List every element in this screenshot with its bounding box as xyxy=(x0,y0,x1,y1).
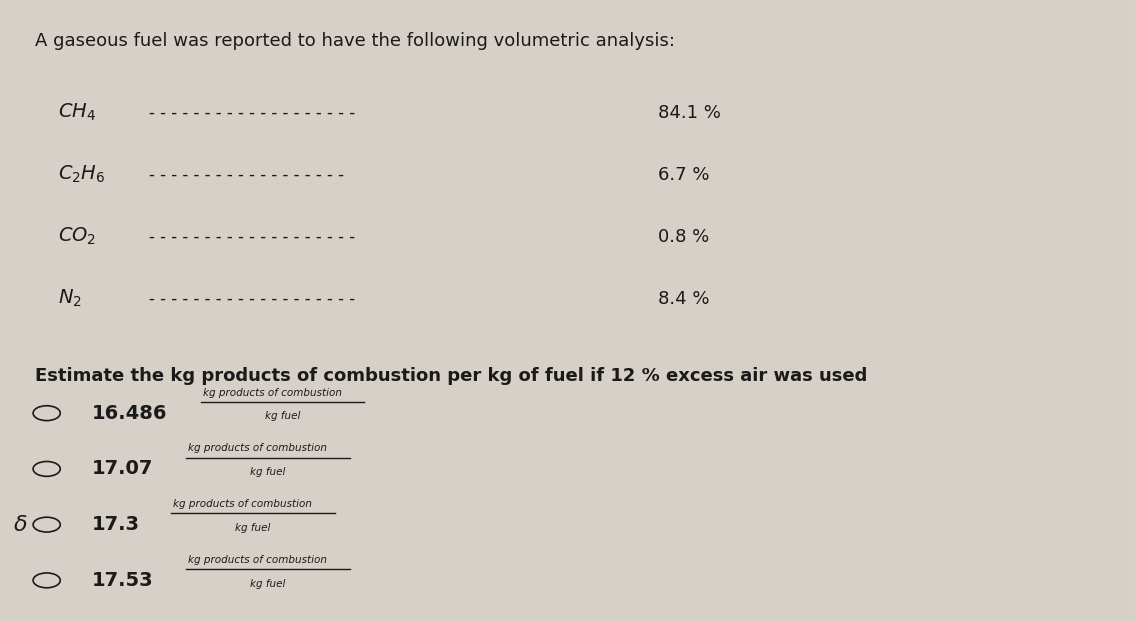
Text: kg fuel: kg fuel xyxy=(264,411,300,421)
Text: $\mathit{C_2H_6}$: $\mathit{C_2H_6}$ xyxy=(58,164,106,185)
Text: $\mathit{CH_4}$: $\mathit{CH_4}$ xyxy=(58,102,96,124)
Text: - - - - - - - - - - - - - - - - - -: - - - - - - - - - - - - - - - - - - xyxy=(149,166,344,183)
Text: 17.3: 17.3 xyxy=(92,515,140,534)
Text: kg products of combustion: kg products of combustion xyxy=(188,443,327,453)
Text: kg fuel: kg fuel xyxy=(250,467,285,477)
Text: Estimate the kg products of combustion per kg of fuel if 12 % excess air was use: Estimate the kg products of combustion p… xyxy=(35,367,868,385)
Text: 16.486: 16.486 xyxy=(92,404,168,423)
Text: A gaseous fuel was reported to have the following volumetric analysis:: A gaseous fuel was reported to have the … xyxy=(35,32,675,50)
Text: kg products of combustion: kg products of combustion xyxy=(188,555,327,565)
Text: 17.07: 17.07 xyxy=(92,460,153,478)
Text: 84.1 %: 84.1 % xyxy=(658,104,721,122)
Text: $\delta$: $\delta$ xyxy=(12,514,27,535)
Text: kg fuel: kg fuel xyxy=(235,522,271,533)
Text: - - - - - - - - - - - - - - - - - - -: - - - - - - - - - - - - - - - - - - - xyxy=(149,290,355,308)
Text: 0.8 %: 0.8 % xyxy=(658,228,709,246)
Text: - - - - - - - - - - - - - - - - - - -: - - - - - - - - - - - - - - - - - - - xyxy=(149,104,355,122)
Text: kg products of combustion: kg products of combustion xyxy=(203,388,342,397)
Text: 6.7 %: 6.7 % xyxy=(658,166,709,183)
Text: kg fuel: kg fuel xyxy=(250,578,285,588)
Text: $\mathit{CO_2}$: $\mathit{CO_2}$ xyxy=(58,226,96,248)
Text: 17.53: 17.53 xyxy=(92,571,153,590)
Text: kg products of combustion: kg products of combustion xyxy=(174,499,312,509)
Text: - - - - - - - - - - - - - - - - - - -: - - - - - - - - - - - - - - - - - - - xyxy=(149,228,355,246)
Text: 8.4 %: 8.4 % xyxy=(658,290,709,308)
Text: $\mathit{N_2}$: $\mathit{N_2}$ xyxy=(58,288,82,309)
